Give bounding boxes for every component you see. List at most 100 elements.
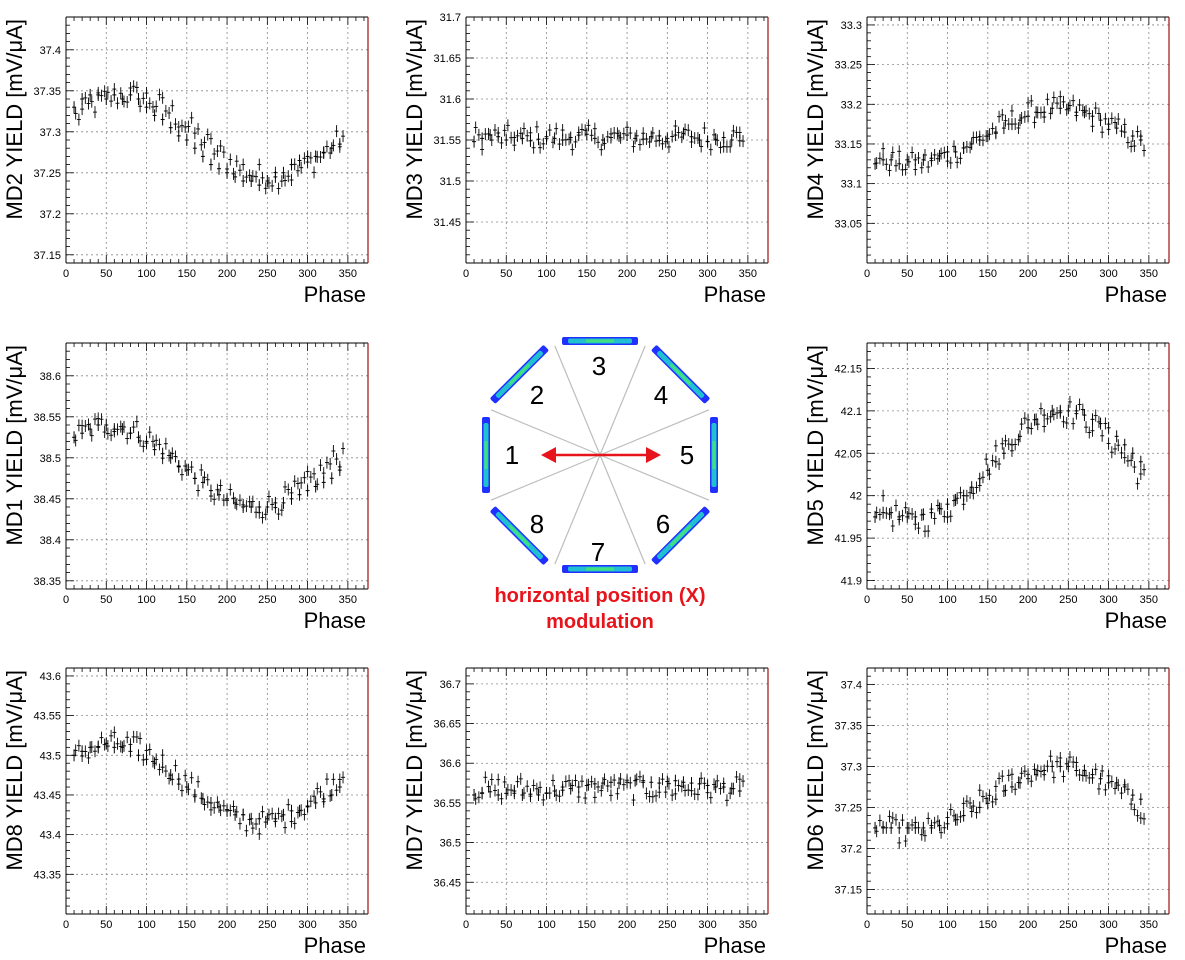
y-axis-label: MD5 YIELD [mV/μA]: [803, 345, 828, 546]
data-point: [265, 501, 270, 513]
y-tick-label: 33.25: [834, 60, 862, 72]
y-axis-label: MD4 YIELD [mV/μA]: [803, 19, 828, 220]
x-tick-label: 100: [938, 594, 956, 606]
x-tick-label: 250: [658, 919, 676, 931]
data-point: [480, 132, 485, 145]
y-tick-label: 31.55: [433, 135, 461, 147]
data-point: [1066, 404, 1071, 417]
x-axis-label: Phase: [1105, 282, 1167, 307]
y-tick-label: 37.2: [841, 843, 862, 855]
detector-bar-core: [586, 339, 614, 343]
y-tick-label: 43.5: [40, 750, 61, 762]
data-point: [649, 776, 654, 789]
octant-divider: [490, 454, 601, 501]
y-tick-label: 42.1: [841, 406, 862, 418]
y-tick-label: 37.3: [841, 761, 862, 773]
x-tick-label: 200: [618, 268, 636, 280]
data-point: [297, 488, 302, 501]
octant-label-6: 6: [656, 509, 670, 539]
y-axis-label: MD6 YIELD [mV/μA]: [803, 670, 828, 871]
y-tick-label: 37.15: [834, 884, 862, 896]
data-point: [1098, 114, 1103, 127]
data-point: [504, 134, 509, 146]
data-point: [72, 101, 77, 114]
data-point: [1090, 110, 1095, 123]
data-point: [1050, 760, 1055, 773]
x-tick-label: 0: [463, 919, 469, 931]
x-tick-label: 100: [938, 919, 956, 931]
y-tick-label: 33.15: [834, 139, 862, 151]
x-axis-label: Phase: [704, 282, 766, 307]
octant-divider: [599, 409, 710, 456]
y-tick-label: 37.15: [33, 250, 61, 262]
x-tick-label: 350: [1140, 919, 1158, 931]
x-tick-label: 150: [578, 919, 596, 931]
data-point: [329, 472, 334, 485]
x-tick-label: 250: [658, 268, 676, 280]
diagram-caption-line2: modulation: [546, 611, 654, 633]
data-point: [1130, 447, 1135, 460]
x-tick-label: 300: [298, 268, 316, 280]
data-point: [88, 88, 93, 101]
y-tick-label: 36.7: [440, 679, 461, 691]
y-axis-label: MD7 YIELD [mV/μA]: [402, 670, 427, 871]
x-tick-label: 100: [137, 919, 155, 931]
data-point: [608, 776, 613, 789]
x-tick-label: 50: [100, 268, 112, 280]
x-tick-label: 150: [178, 594, 196, 606]
detector-diagram: 12 3 45 6 7 8: [482, 337, 718, 573]
data-point: [1009, 780, 1014, 793]
data-point: [496, 788, 501, 801]
x-tick-label: 200: [218, 919, 236, 931]
diagram-caption: horizontal position (X) modulation: [455, 583, 745, 635]
panel-md7: 0 50 100 150 200 250 300 350 36.45 36.5 36.55 36.6 3…: [402, 667, 769, 958]
data-point: [192, 142, 197, 155]
y-tick-label: 38.4: [40, 535, 61, 547]
y-tick-label: 43.4: [40, 830, 61, 842]
octant-label-7: 7: [591, 537, 605, 567]
y-tick-label: 43.45: [33, 790, 61, 802]
diagram-caption-line1: horizontal position (X): [494, 585, 706, 607]
octant-label-3: 3: [592, 351, 606, 381]
x-tick-label: 100: [537, 919, 555, 931]
detector-bar-core: [508, 363, 531, 386]
octant-divider: [490, 409, 601, 456]
y-tick-label: 33.05: [834, 218, 862, 230]
data-point: [136, 93, 141, 105]
data-point: [536, 788, 541, 801]
data-point: [313, 796, 318, 809]
y-tick-label: 33.2: [841, 99, 862, 111]
x-axis-label: Phase: [1105, 608, 1167, 633]
y-tick-label: 37.35: [834, 720, 862, 732]
data-point: [144, 101, 149, 114]
y-tick-label: 37.3: [40, 127, 61, 139]
data-point: [104, 419, 109, 431]
data-point: [1138, 455, 1143, 468]
y-tick-label: 37.4: [841, 679, 862, 691]
x-tick-label: 350: [339, 919, 357, 931]
panel-md3: 0 50 100 150 200 250 300 350 31.45 31.5 31.55 31.6 3…: [402, 12, 769, 307]
panel-md2: 0 50 100 150 200 250 300 350 37.15 37.2 37.25 37.3 3…: [2, 16, 369, 307]
data-point: [281, 496, 286, 509]
x-tick-label: 50: [500, 268, 512, 280]
x-tick-label: 300: [1099, 594, 1117, 606]
panel-md4: 0 50 100 150 200 250 300 350 33.05 33.1 33.15 33.2 3…: [803, 16, 1170, 307]
data-point: [160, 761, 165, 774]
x-tick-label: 150: [979, 919, 997, 931]
x-tick-label: 150: [578, 268, 596, 280]
y-tick-label: 33.1: [841, 179, 862, 191]
x-tick-label: 0: [864, 268, 870, 280]
x-tick-label: 350: [1140, 268, 1158, 280]
x-tick-label: 0: [864, 919, 870, 931]
x-axis-label: Phase: [704, 933, 766, 958]
x-tick-label: 150: [979, 268, 997, 280]
y-tick-label: 36.6: [440, 758, 461, 770]
data-point: [1090, 413, 1095, 426]
x-tick-label: 0: [463, 268, 469, 280]
data-point: [592, 777, 597, 790]
x-tick-label: 50: [901, 594, 913, 606]
x-tick-label: 200: [218, 268, 236, 280]
detector-bar-8: [490, 506, 549, 565]
x-tick-label: 50: [100, 919, 112, 931]
panel-md6: 0 50 100 150 200 250 300 350 37.15 37.2 37.25 37.3 3…: [803, 667, 1170, 958]
